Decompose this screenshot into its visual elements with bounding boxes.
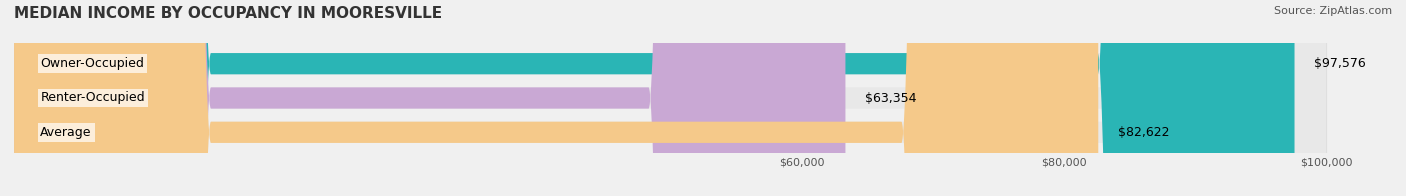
- Text: Average: Average: [41, 126, 91, 139]
- FancyBboxPatch shape: [14, 0, 845, 196]
- Text: MEDIAN INCOME BY OCCUPANCY IN MOORESVILLE: MEDIAN INCOME BY OCCUPANCY IN MOORESVILL…: [14, 6, 441, 21]
- FancyBboxPatch shape: [14, 0, 1295, 196]
- FancyBboxPatch shape: [14, 0, 1098, 196]
- FancyBboxPatch shape: [14, 0, 1326, 196]
- Text: $97,576: $97,576: [1315, 57, 1367, 70]
- Text: Source: ZipAtlas.com: Source: ZipAtlas.com: [1274, 6, 1392, 16]
- Text: $82,622: $82,622: [1118, 126, 1170, 139]
- Text: Owner-Occupied: Owner-Occupied: [41, 57, 145, 70]
- Text: Renter-Occupied: Renter-Occupied: [41, 92, 145, 104]
- FancyBboxPatch shape: [14, 0, 1326, 196]
- Text: $63,354: $63,354: [865, 92, 917, 104]
- FancyBboxPatch shape: [14, 0, 1326, 196]
